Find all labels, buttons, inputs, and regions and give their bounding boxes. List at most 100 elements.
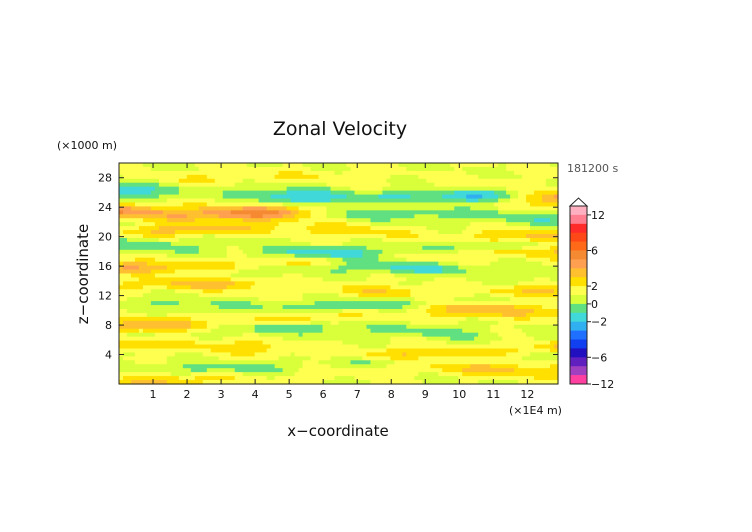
heatmap-cell: [198, 226, 204, 231]
heatmap-cell: [186, 316, 192, 322]
heatmap-cell: [462, 166, 467, 172]
heatmap-cell: [174, 210, 180, 215]
heatmap-cell: [526, 226, 531, 231]
heatmap-cell: [294, 234, 300, 239]
heatmap-cell: [310, 178, 316, 184]
heatmap-cell: [346, 198, 352, 204]
heatmap-cell: [366, 226, 372, 231]
heatmap-cell: [530, 230, 535, 235]
heatmap-cell: [394, 245, 399, 251]
heatmap-cell: [406, 198, 411, 204]
heatmap-cell: [246, 281, 252, 286]
heatmap-cell: [422, 309, 427, 314]
heatmap-cell: [258, 194, 264, 200]
heatmap-cell: [426, 265, 431, 271]
heatmap-cell: [442, 285, 447, 290]
heatmap-cell: [394, 312, 399, 318]
heatmap-cell: [394, 210, 399, 215]
heatmap-cell: [538, 182, 543, 188]
heatmap-cell: [194, 198, 200, 204]
heatmap-cell: [158, 206, 164, 211]
heatmap-cell: [538, 234, 543, 239]
heatmap-cell: [270, 170, 276, 176]
heatmap-cell: [310, 186, 316, 192]
heatmap-cell: [442, 253, 447, 259]
heatmap-cell: [346, 297, 352, 302]
heatmap-cell: [158, 245, 164, 251]
heatmap-cell: [378, 170, 383, 176]
heatmap-cell: [422, 324, 427, 330]
heatmap-cell: [298, 328, 304, 334]
heatmap-cell: [254, 178, 260, 184]
heatmap-cell: [306, 305, 312, 310]
heatmap-cell: [146, 309, 152, 314]
heatmap-cell: [290, 265, 296, 271]
heatmap-cell: [382, 245, 387, 251]
heatmap-cell: [278, 226, 284, 231]
heatmap-cell: [334, 285, 340, 290]
heatmap-cell: [438, 163, 443, 168]
heatmap-cell: [190, 230, 196, 235]
heatmap-cell: [294, 186, 300, 192]
heatmap-cell: [470, 253, 475, 259]
heatmap-cell: [142, 190, 148, 196]
heatmap-cell: [346, 309, 352, 314]
heatmap-cell: [418, 194, 423, 200]
heatmap-cell: [518, 218, 523, 223]
heatmap-cell: [498, 257, 503, 263]
heatmap-cell: [342, 194, 348, 200]
heatmap-cell: [370, 293, 376, 298]
heatmap-cell: [258, 241, 264, 247]
heatmap-cell: [426, 261, 431, 267]
heatmap-cell: [466, 277, 471, 282]
heatmap-cell: [286, 198, 292, 204]
heatmap-cell: [370, 218, 376, 223]
heatmap-cell: [350, 198, 356, 204]
heatmap-cell: [354, 222, 360, 227]
heatmap-cell: [134, 194, 140, 200]
heatmap-cell: [446, 332, 451, 338]
heatmap-cell: [462, 328, 467, 334]
heatmap-cell: [166, 293, 172, 298]
heatmap-cell: [522, 170, 527, 176]
heatmap-cell: [438, 277, 443, 282]
heatmap-cell: [550, 178, 555, 184]
heatmap-cell: [358, 226, 364, 231]
heatmap-cell: [530, 218, 535, 223]
heatmap-cell: [286, 234, 292, 239]
heatmap-cell: [506, 249, 511, 255]
heatmap-cell: [442, 312, 447, 318]
heatmap-cell: [554, 194, 559, 200]
heatmap-cell: [490, 277, 495, 282]
heatmap-cell: [150, 194, 156, 200]
heatmap-cell: [366, 163, 372, 168]
heatmap-cell: [282, 206, 288, 211]
heatmap-cell: [126, 226, 132, 231]
heatmap-cell: [366, 241, 372, 247]
heatmap-cell: [122, 269, 128, 275]
heatmap-cell: [150, 226, 156, 231]
heatmap-cell: [266, 269, 272, 275]
heatmap-cell: [174, 178, 180, 184]
heatmap-cell: [538, 198, 543, 204]
heatmap-cell: [474, 305, 479, 310]
heatmap-cell: [362, 320, 368, 326]
heatmap-cell: [434, 305, 439, 310]
heatmap-cell: [214, 309, 220, 314]
heatmap-cell: [274, 285, 280, 290]
heatmap-cell: [278, 198, 284, 204]
heatmap-cell: [194, 234, 200, 239]
heatmap-cell: [146, 194, 152, 200]
heatmap-cell: [242, 297, 248, 302]
heatmap-cell: [474, 320, 479, 326]
heatmap-cell: [398, 190, 403, 196]
heatmap-cell: [474, 301, 479, 306]
heatmap-cell: [450, 190, 455, 196]
heatmap-cell: [470, 277, 475, 282]
heatmap-cell: [294, 163, 300, 168]
heatmap-cell: [246, 269, 252, 275]
heatmap-cell: [534, 289, 539, 294]
heatmap-cell: [190, 265, 196, 271]
heatmap-cell: [482, 190, 487, 196]
heatmap-cell: [538, 328, 543, 334]
